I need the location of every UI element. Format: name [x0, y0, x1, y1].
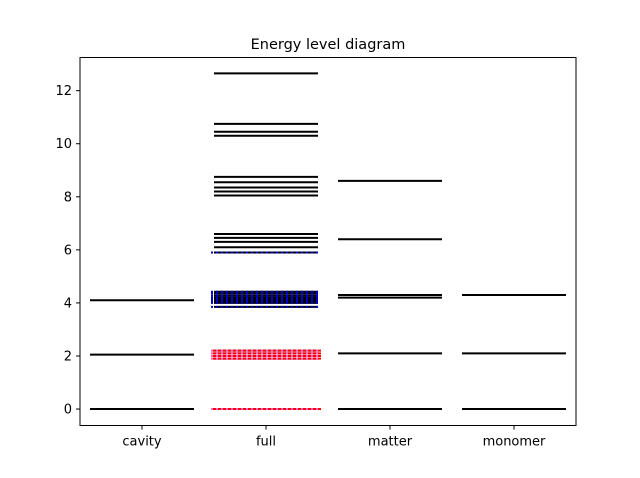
axis-layer: 0 2 4 6 8 10 12 cavity full matter monomer — [55, 84, 546, 449]
y-tick-label: 2 — [64, 349, 72, 364]
y-tick-label: 10 — [55, 137, 72, 152]
overlay-layer — [211, 251, 321, 411]
levels-layer — [90, 72, 566, 411]
y-tick-label: 6 — [64, 243, 72, 258]
x-tick-label-full: full — [256, 435, 276, 450]
plot-frame — [79, 57, 577, 426]
chart-title: Energy level diagram — [251, 37, 406, 53]
y-tick-label: 4 — [64, 296, 72, 311]
y-tick-label: 0 — [64, 403, 72, 418]
x-tick-label-monomer: monomer — [483, 435, 546, 450]
x-tick-label-matter: matter — [368, 435, 413, 450]
y-tick-label: 12 — [55, 84, 72, 99]
y-tick-label: 8 — [64, 190, 72, 205]
x-tick-label-cavity: cavity — [122, 435, 162, 450]
